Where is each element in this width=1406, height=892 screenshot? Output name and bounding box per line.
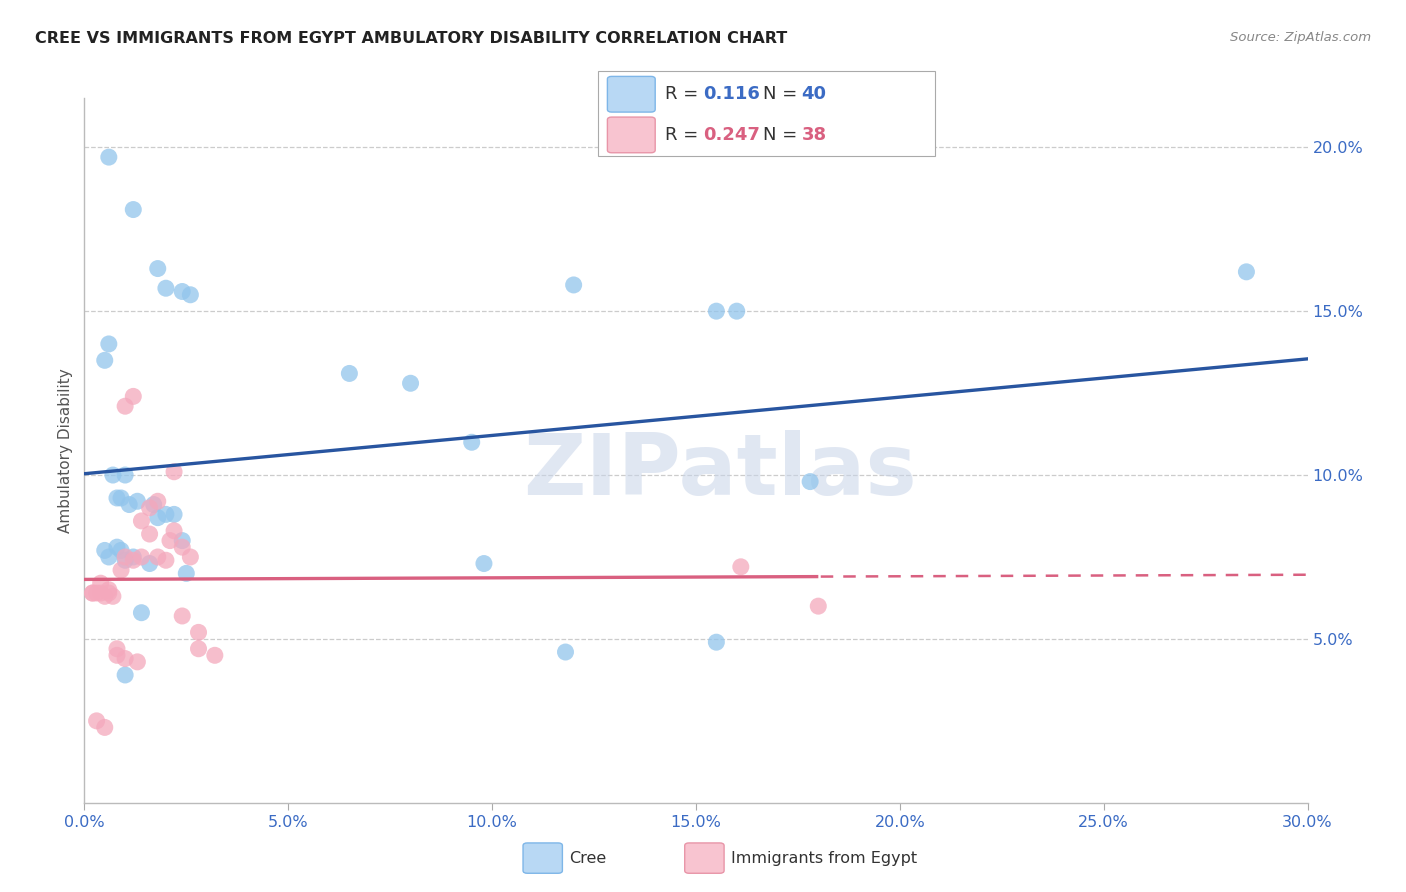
Point (122, 549, 145, 564)
Point (179, 549, 201, 564)
Point (131, 606, 153, 620)
Point (172, 285, 194, 299)
Point (114, 399, 136, 413)
Point (114, 553, 136, 567)
Text: R =: R = (665, 126, 704, 144)
Text: 40: 40 (801, 86, 827, 103)
Point (127, 655, 149, 669)
Point (725, 304, 748, 318)
Point (131, 514, 153, 528)
Point (105, 540, 128, 554)
Point (706, 304, 728, 318)
Point (97, 549, 120, 564)
Point (146, 510, 169, 524)
Point (472, 557, 495, 571)
Point (187, 625, 209, 640)
Point (138, 527, 160, 541)
Point (110, 491, 132, 505)
Point (90, 586, 112, 600)
Point (131, 549, 153, 564)
Point (554, 645, 576, 659)
Text: CREE VS IMMIGRANTS FROM EGYPT AMBULATORY DISABILITY CORRELATION CHART: CREE VS IMMIGRANTS FROM EGYPT AMBULATORY… (35, 31, 787, 46)
Point (146, 261, 169, 276)
Text: R =: R = (665, 86, 704, 103)
Point (118, 498, 141, 512)
Point (93, 543, 117, 558)
Point (172, 609, 194, 624)
Point (97, 337, 120, 351)
Point (562, 277, 585, 292)
Text: 0.247: 0.247 (703, 126, 759, 144)
Point (105, 491, 128, 505)
Text: Immigrants from Egypt: Immigrants from Egypt (731, 851, 917, 865)
Point (127, 494, 149, 508)
Point (97, 582, 120, 597)
Point (179, 287, 201, 301)
Point (339, 367, 361, 381)
Point (122, 553, 145, 567)
Point (159, 533, 181, 548)
Text: N =: N = (763, 126, 803, 144)
Point (807, 599, 830, 614)
Point (101, 590, 124, 604)
Point (93, 590, 117, 604)
Text: ZIPatlas: ZIPatlas (523, 430, 917, 513)
Point (110, 563, 132, 577)
Point (97, 150, 120, 164)
Point (155, 281, 177, 295)
Point (730, 559, 752, 574)
Point (155, 553, 177, 567)
Point (138, 500, 160, 515)
Point (176, 566, 198, 581)
Point (163, 508, 186, 522)
Point (155, 508, 177, 522)
Point (187, 641, 209, 656)
Point (146, 549, 169, 564)
Point (122, 202, 145, 217)
Text: Cree: Cree (569, 851, 606, 865)
Point (163, 524, 186, 538)
Point (122, 389, 145, 403)
Point (82, 586, 104, 600)
Y-axis label: Ambulatory Disability: Ambulatory Disability (58, 368, 73, 533)
Point (706, 635, 728, 649)
Point (114, 468, 136, 483)
Point (93, 353, 117, 368)
Point (101, 468, 124, 483)
Point (114, 549, 136, 564)
Point (172, 533, 194, 548)
Text: N =: N = (763, 86, 803, 103)
Point (86, 586, 108, 600)
Point (399, 376, 422, 391)
Point (172, 540, 194, 554)
Point (105, 641, 128, 656)
Point (138, 557, 160, 571)
Point (114, 651, 136, 665)
Point (163, 465, 186, 479)
Point (110, 543, 132, 558)
Point (799, 475, 821, 489)
Point (142, 498, 165, 512)
Text: 0.116: 0.116 (703, 86, 759, 103)
Point (114, 668, 136, 682)
Point (461, 435, 484, 450)
Point (82, 586, 104, 600)
Point (90, 576, 112, 591)
Text: Source: ZipAtlas.com: Source: ZipAtlas.com (1230, 31, 1371, 45)
Text: 38: 38 (801, 126, 827, 144)
Point (93, 720, 117, 734)
Point (97, 586, 120, 600)
Point (204, 648, 226, 663)
Point (1236, 265, 1258, 279)
Point (105, 648, 128, 663)
Point (146, 494, 169, 508)
Point (86, 714, 108, 728)
